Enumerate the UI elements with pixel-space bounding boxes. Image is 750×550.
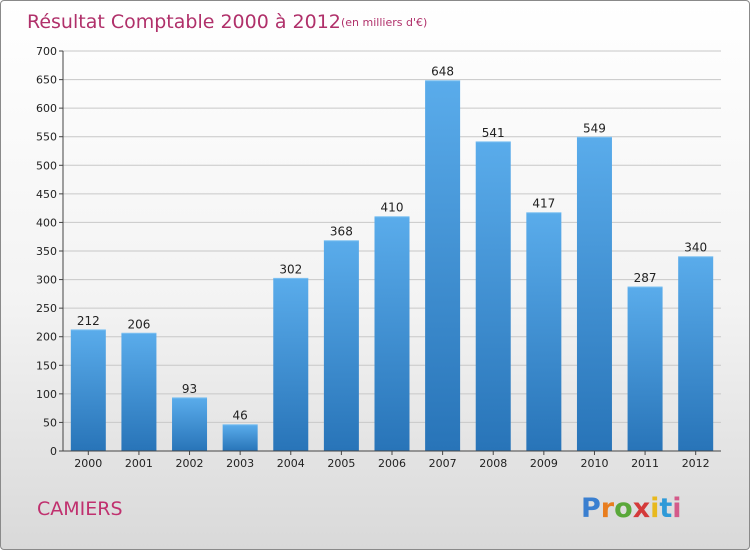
value-label: 93 bbox=[182, 382, 197, 396]
x-tick-label: 2010 bbox=[580, 457, 608, 470]
bar-2009 bbox=[526, 212, 562, 451]
chart-title: Résultat Comptable 2000 à 2012 bbox=[27, 11, 341, 33]
y-tick-label: 400 bbox=[36, 216, 57, 229]
x-tick-label: 2008 bbox=[479, 457, 507, 470]
logo-letter: i bbox=[650, 493, 659, 524]
y-tick-label: 550 bbox=[36, 131, 57, 144]
commune-name: CAMIERS bbox=[37, 498, 123, 520]
bar-2008 bbox=[475, 141, 511, 451]
value-label: 46 bbox=[233, 409, 248, 423]
x-tick-label: 2004 bbox=[277, 457, 305, 470]
axes bbox=[62, 51, 721, 452]
value-label: 648 bbox=[431, 65, 454, 79]
bar-2006 bbox=[374, 216, 410, 451]
bar-2000 bbox=[70, 329, 106, 451]
x-tick-label: 2003 bbox=[226, 457, 254, 470]
bar-2001 bbox=[121, 333, 157, 451]
labels: 0 50 100 150 200 250 300 350 400 450 500 550 600 650 7… bbox=[36, 45, 710, 470]
value-label: 541 bbox=[482, 126, 505, 140]
value-label: 302 bbox=[279, 262, 302, 276]
bar-2004 bbox=[273, 278, 309, 451]
bar-2005 bbox=[323, 240, 359, 451]
x-tick-label: 2001 bbox=[125, 457, 153, 470]
x-tick-label: 2000 bbox=[74, 457, 102, 470]
value-label: 287 bbox=[634, 271, 657, 285]
y-tick-label: 100 bbox=[36, 388, 57, 401]
y-tick-label: 350 bbox=[36, 245, 57, 258]
logo-letter: r bbox=[601, 493, 615, 524]
value-label: 368 bbox=[330, 225, 353, 239]
logo-letter: o bbox=[614, 493, 633, 524]
x-tick-label: 2009 bbox=[530, 457, 558, 470]
proxiti-logo: Proxiti bbox=[581, 493, 682, 524]
x-tick-label: 2002 bbox=[176, 457, 204, 470]
logo-letter: P bbox=[581, 493, 601, 524]
y-tick-label: 700 bbox=[36, 45, 57, 58]
y-tick-label: 200 bbox=[36, 331, 57, 344]
bar-2010 bbox=[576, 137, 612, 452]
x-tick-label: 2006 bbox=[378, 457, 406, 470]
x-tick-label: 2012 bbox=[682, 457, 710, 470]
value-label: 212 bbox=[77, 314, 100, 328]
logo-letter: i bbox=[672, 493, 681, 524]
y-tick-label: 600 bbox=[36, 102, 57, 115]
bar-2007 bbox=[425, 80, 461, 451]
bar-2011 bbox=[627, 287, 663, 451]
logo-letter: x bbox=[633, 493, 650, 524]
value-label: 549 bbox=[583, 121, 606, 135]
y-tick-label: 500 bbox=[36, 159, 57, 172]
x-tick-label: 2005 bbox=[327, 457, 355, 470]
logo-letter: t bbox=[659, 493, 672, 524]
y-tick-label: 650 bbox=[36, 74, 57, 87]
value-label: 206 bbox=[127, 317, 150, 331]
y-tick-label: 300 bbox=[36, 274, 57, 287]
bar-2002 bbox=[172, 397, 208, 451]
y-tick-label: 0 bbox=[50, 445, 57, 458]
value-label: 410 bbox=[381, 201, 404, 215]
value-label: 417 bbox=[532, 197, 555, 211]
x-tick-label: 2011 bbox=[631, 457, 659, 470]
value-label: 340 bbox=[684, 241, 707, 255]
y-tick-label: 150 bbox=[36, 359, 57, 372]
bars bbox=[70, 80, 714, 452]
chart-subtitle: (en milliers d'€) bbox=[341, 16, 427, 29]
bar-2003 bbox=[222, 424, 258, 451]
y-tick-label: 50 bbox=[43, 416, 57, 429]
x-tick-label: 2007 bbox=[429, 457, 457, 470]
bar-2012 bbox=[678, 256, 714, 451]
y-tick-label: 450 bbox=[36, 188, 57, 201]
y-tick-label: 250 bbox=[36, 302, 57, 315]
